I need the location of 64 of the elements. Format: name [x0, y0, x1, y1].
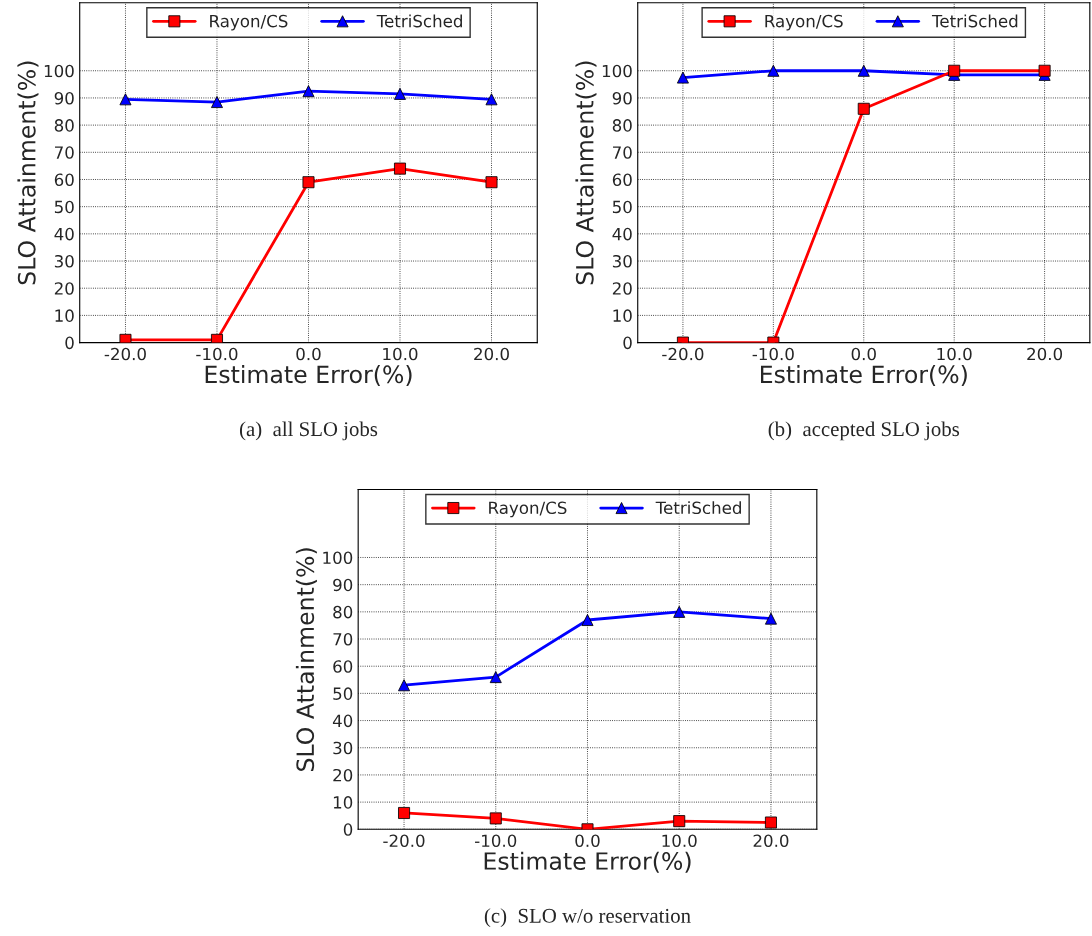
x-axis-title: Estimate Error(%)	[205, 364, 412, 387]
y-tick-label: 80	[612, 119, 632, 132]
x-tick-label: 20.0	[1027, 347, 1063, 361]
x-tick-label: -10.0	[196, 347, 238, 361]
text: (a) all SLO jobs	[239, 421, 378, 441]
y-tick-label: 60	[612, 173, 632, 187]
x-tick-label: -20.0	[104, 347, 146, 361]
y-tick-label: 90	[333, 578, 353, 592]
x-tick-label: 20.0	[753, 834, 789, 848]
y-axis-title: SLO Attainment(%)	[575, 61, 597, 285]
y-tick-label: 100	[323, 551, 353, 565]
legend-label: TetriSched	[376, 14, 462, 28]
x-tick-label: -10.0	[475, 834, 517, 848]
x-tick-label: -20.0	[662, 347, 704, 361]
y-tick-label: 10	[55, 309, 74, 322]
x-tick-label: -10.0	[752, 347, 794, 361]
x-axis-title: Estimate Error(%)	[484, 851, 691, 873]
legend-label: Rayon/CS	[765, 14, 843, 31]
y-tick-label: 70	[333, 632, 353, 646]
y-tick-label: 10	[613, 309, 632, 322]
legend-label: Rayon/CS	[210, 14, 288, 31]
y-tick-label: 20	[612, 282, 632, 295]
legend-label: TetriSched	[931, 14, 1018, 28]
y-tick-label: 50	[54, 200, 74, 214]
y-tick-label: 60	[54, 173, 74, 187]
y-tick-label: 0	[623, 336, 632, 350]
y-tick-label: 30	[54, 254, 74, 268]
y-tick-label: 80	[54, 119, 74, 132]
y-tick-label: 100	[44, 64, 74, 78]
y-tick-label: 70	[55, 146, 74, 159]
y-axis-title: SLO Attainment(%)	[295, 548, 317, 771]
x-tick-label: 0.0	[575, 834, 600, 848]
y-tick-label: 20	[333, 768, 353, 782]
x-tick-label: 10.0	[383, 347, 418, 361]
y-tick-label: 90	[612, 91, 632, 105]
y-tick-label: 30	[612, 254, 632, 268]
x-tick-label: 10.0	[662, 834, 697, 848]
y-tick-label: 50	[333, 687, 353, 700]
x-tick-label: 20.0	[474, 347, 509, 361]
x-tick-label: 0.0	[296, 347, 321, 361]
legend-label: Rayon/CS	[489, 501, 567, 518]
y-tick-label: 70	[613, 146, 632, 159]
text: (c) SLO w/o reservation	[484, 908, 691, 928]
y-tick-label: 100	[602, 64, 632, 78]
y-tick-label: 60	[333, 660, 353, 673]
x-axis-title: Estimate Error(%)	[760, 364, 967, 387]
y-tick-label: 30	[333, 741, 353, 755]
y-tick-label: 0	[343, 823, 353, 836]
y-tick-label: 40	[54, 227, 74, 241]
y-axis-title: SLO Attainment(%)	[17, 61, 39, 285]
x-tick-label: -20.0	[383, 834, 425, 848]
y-tick-label: 50	[612, 200, 632, 214]
x-tick-label: 10.0	[937, 347, 972, 361]
text: (b) accepted SLO jobs	[768, 421, 960, 441]
y-tick-label: 20	[54, 282, 74, 295]
y-tick-label: 40	[612, 227, 632, 241]
legend-label: TetriSched	[655, 501, 741, 515]
y-tick-label: 0	[65, 336, 74, 350]
y-tick-label: 10	[333, 796, 353, 809]
y-tick-label: 40	[332, 714, 353, 728]
point	[398, 807, 411, 819]
y-tick-label: 90	[54, 91, 74, 105]
y-tick-label: 80	[333, 605, 353, 619]
x-tick-label: 0.0	[851, 347, 876, 361]
